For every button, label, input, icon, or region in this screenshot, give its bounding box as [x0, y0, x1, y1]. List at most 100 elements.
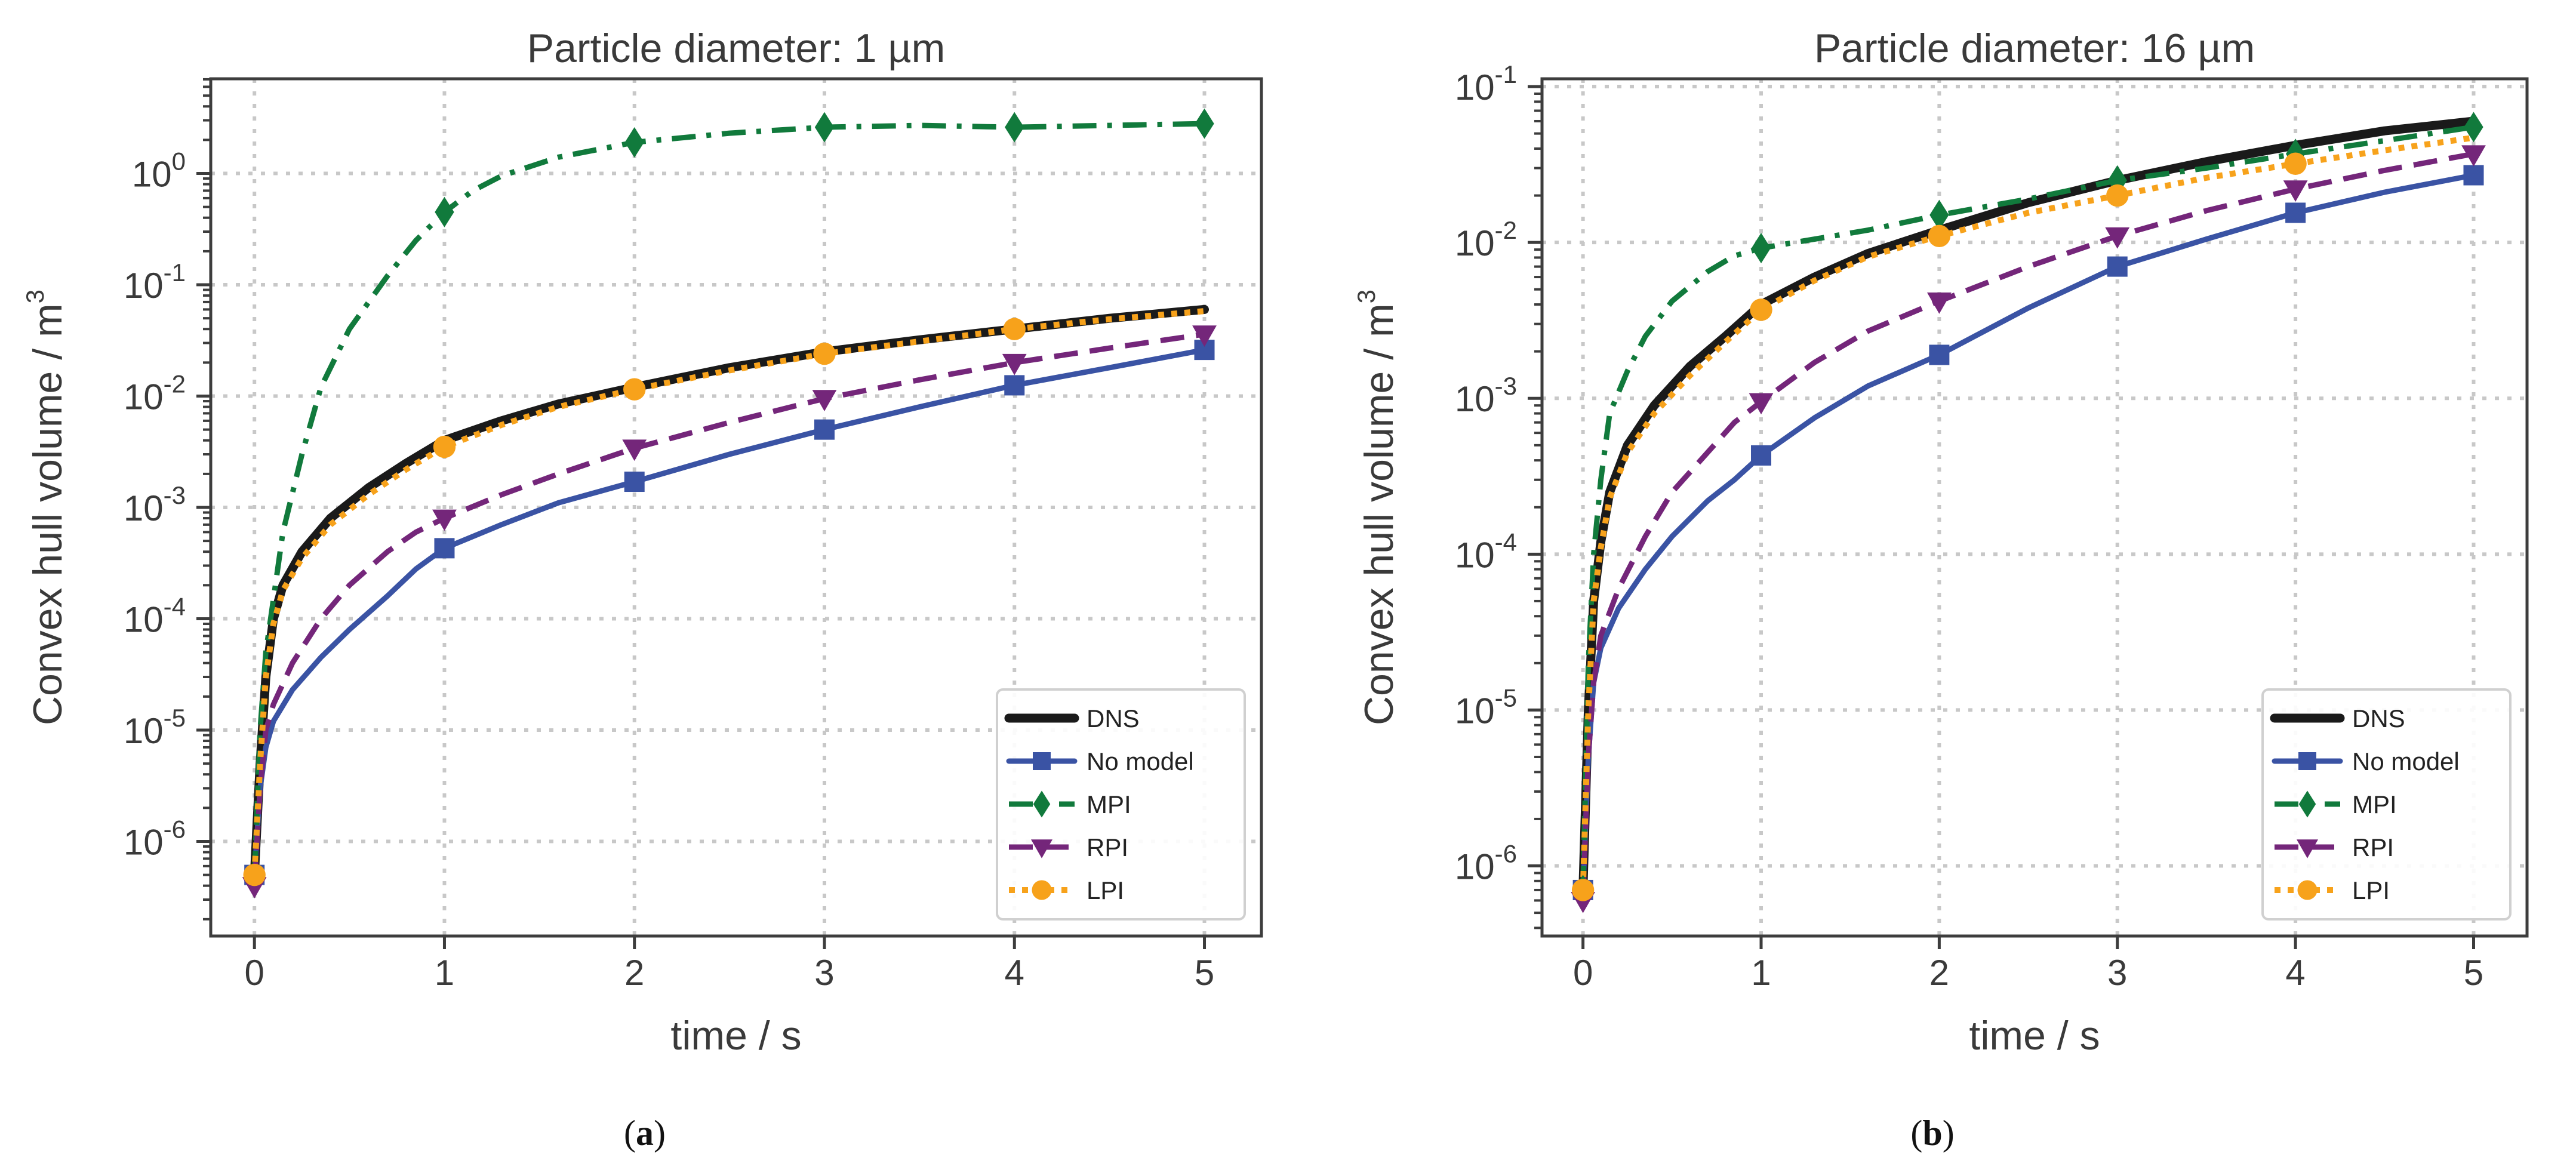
legend-label-mpi: MPI — [2352, 790, 2397, 818]
data-point-rpi — [1749, 393, 1774, 415]
data-point-lpi — [243, 863, 266, 886]
legend-label-mpi: MPI — [1087, 790, 1131, 818]
x-axis-label: time / s — [1969, 1013, 2100, 1058]
y-tick-label: 10-4 — [124, 592, 186, 639]
data-point-mpi — [435, 196, 454, 227]
data-point-no-model — [1929, 344, 1950, 365]
data-point-mpi — [1751, 233, 1771, 264]
y-tick-label: 10-6 — [1455, 840, 1517, 887]
x-axis-label: time / s — [670, 1013, 801, 1058]
gridlines — [211, 79, 1261, 936]
data-point-no-model — [2463, 165, 2484, 186]
chart-title: Particle diameter: 1 µm — [527, 26, 946, 71]
legend-marker-rpi — [2297, 839, 2318, 858]
y-tick-label: 10-1 — [1455, 60, 1517, 107]
data-point-rpi — [812, 390, 837, 411]
data-point-rpi — [622, 439, 647, 461]
data-point-no-model — [1750, 445, 1771, 466]
data-point-no-model — [624, 472, 645, 492]
x-tick-label: 5 — [1195, 953, 1214, 993]
panel-caption: (a) — [624, 1113, 666, 1153]
y-tick-label: 10-2 — [124, 370, 186, 417]
legend-label-dns: DNS — [2352, 704, 2405, 732]
data-point-lpi — [813, 342, 836, 365]
y-tick-label: 10-3 — [124, 481, 186, 528]
data-point-mpi — [1005, 112, 1024, 143]
legend-marker-lpi — [2297, 880, 2318, 900]
data-point-rpi — [2283, 180, 2308, 202]
data-point-rpi — [1002, 353, 1027, 375]
data-point-mpi — [624, 127, 644, 158]
legend-marker-no-model — [2298, 752, 2316, 770]
x-tick-label: 2 — [1929, 953, 1949, 993]
legend-marker-no-model — [1033, 752, 1051, 770]
plot-area — [1571, 112, 2486, 913]
y-axis-label: Convex hull volume / m3 — [1352, 290, 1402, 725]
data-point-rpi — [2105, 227, 2130, 249]
panel-a: Particle diameter: 1 µm 0 1 2 3 4 5 10-6 10-5 10-… — [21, 26, 1263, 1153]
data-point-rpi — [1926, 293, 1952, 314]
x-tick-label: 1 — [1751, 953, 1771, 993]
data-point-no-model — [2107, 256, 2128, 277]
x-tick-label: 3 — [2107, 953, 2127, 993]
series-line-mpi — [1580, 124, 2475, 891]
data-point-mpi — [2464, 112, 2483, 143]
y-tick-label: 10-5 — [124, 704, 186, 751]
x-tick-label: 0 — [245, 953, 264, 993]
data-point-lpi — [1003, 318, 1026, 340]
legend-label-lpi: LPI — [1087, 876, 1124, 904]
legend-label-lpi: LPI — [2352, 876, 2390, 904]
y-tick-label: 100 — [132, 147, 186, 195]
x-tick-label: 4 — [2285, 953, 2305, 993]
legend-marker-mpi — [1033, 790, 1051, 818]
y-tick-label: 10-4 — [1455, 528, 1517, 575]
legend-marker-lpi — [1032, 880, 1052, 900]
plot-area — [242, 108, 1217, 898]
gridlines — [1542, 79, 2527, 936]
data-point-no-model — [434, 538, 455, 559]
data-point-no-model — [1004, 375, 1025, 396]
x-tick-label: 1 — [435, 953, 454, 993]
data-point-lpi — [1571, 879, 1595, 901]
legend-label-dns: DNS — [1087, 704, 1140, 732]
panel-caption: (b) — [1910, 1113, 1954, 1153]
y-tick-label: 10-6 — [124, 815, 186, 862]
data-point-no-model — [2285, 202, 2306, 223]
data-point-mpi — [1195, 108, 1214, 139]
data-point-lpi — [1750, 298, 1772, 321]
y-axis-label: Convex hull volume / m3 — [21, 290, 70, 725]
legend-label-rpi: RPI — [2352, 833, 2394, 861]
legend-label-no-model: No model — [1087, 747, 1194, 775]
y-tick-label: 10-5 — [1455, 684, 1517, 731]
y-tick-label: 10-1 — [124, 258, 186, 306]
series-line-lpi — [251, 308, 1205, 875]
x-tick-label: 5 — [2464, 953, 2483, 993]
chart-title: Particle diameter: 16 µm — [1814, 26, 2255, 71]
x-tick-label: 0 — [1573, 953, 1593, 993]
y-tick-label: 10-3 — [1455, 372, 1517, 419]
x-tick-label: 2 — [624, 953, 644, 993]
y-tick-label: 10-2 — [1455, 216, 1517, 263]
x-tick-label: 4 — [1005, 953, 1024, 993]
data-point-lpi — [1928, 224, 1951, 248]
data-point-rpi — [1192, 325, 1217, 347]
series-line-lpi — [1580, 134, 2475, 891]
data-point-rpi — [432, 509, 457, 531]
data-point-rpi — [2461, 145, 2486, 167]
panel-b: Particle diameter: 16 µm 0 1 2 3 4 5 10-6 10-5 10… — [1352, 26, 2529, 1153]
legend-marker-mpi — [2298, 790, 2316, 818]
legend-label-rpi: RPI — [1087, 833, 1128, 861]
data-point-lpi — [433, 435, 456, 458]
data-point-no-model — [814, 419, 835, 440]
data-point-lpi — [2106, 184, 2129, 207]
data-point-lpi — [623, 378, 646, 401]
legend: DNS No model MPI RPI LPI — [996, 688, 1246, 921]
data-point-mpi — [1929, 199, 1949, 230]
legend-marker-rpi — [1031, 839, 1052, 858]
x-tick-label: 3 — [814, 953, 834, 993]
legend: DNS No model MPI RPI LPI — [2261, 688, 2512, 921]
data-point-mpi — [814, 112, 835, 143]
data-point-lpi — [2284, 152, 2307, 175]
legend-box — [2261, 688, 2512, 921]
